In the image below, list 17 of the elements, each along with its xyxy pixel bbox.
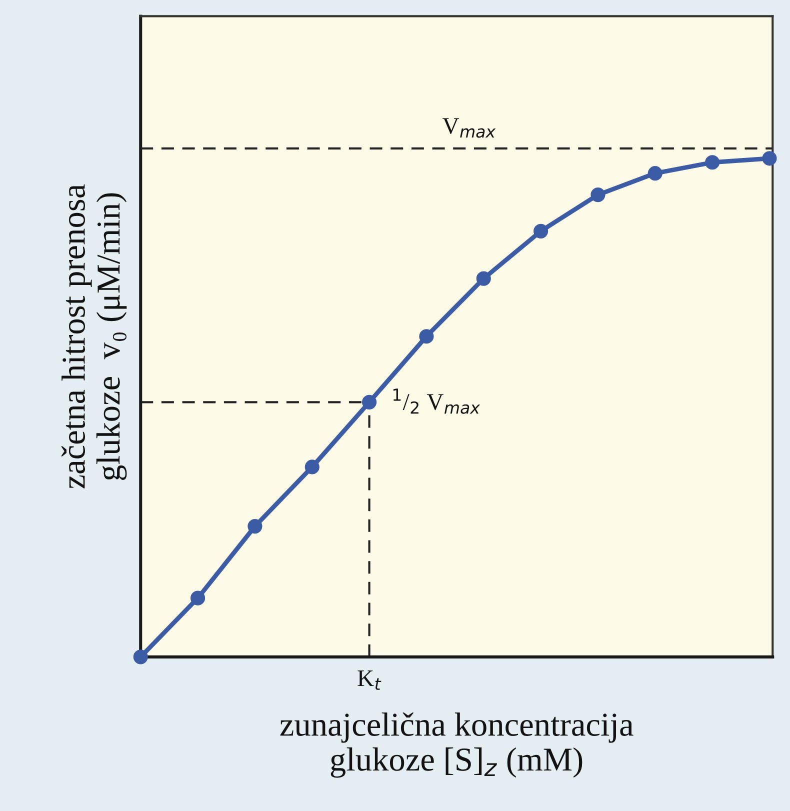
- point: [133, 650, 148, 664]
- point: [590, 187, 606, 202]
- ref-line-label: V$_{max}$: [442, 118, 496, 138]
- text: K$_{t}$: [358, 670, 382, 690]
- ref-line-label: $^{1}$/$_{2}$ V$_{max}$: [393, 388, 480, 414]
- point: [762, 151, 777, 166]
- point: [534, 224, 548, 238]
- y-axis-title: začetna hitrost prenosa glukoze v₀ (μM/min): [61, 184, 127, 488]
- point: [190, 590, 206, 606]
- point: [419, 329, 434, 344]
- x-axis-title: zunajcelična koncentracija glukoze [S]$_{z}$ (mM): [280, 712, 634, 778]
- point: [362, 394, 377, 410]
- point: [304, 460, 320, 474]
- point: [248, 519, 262, 534]
- point: [705, 155, 720, 170]
- point: [648, 166, 662, 181]
- point: [476, 271, 491, 286]
